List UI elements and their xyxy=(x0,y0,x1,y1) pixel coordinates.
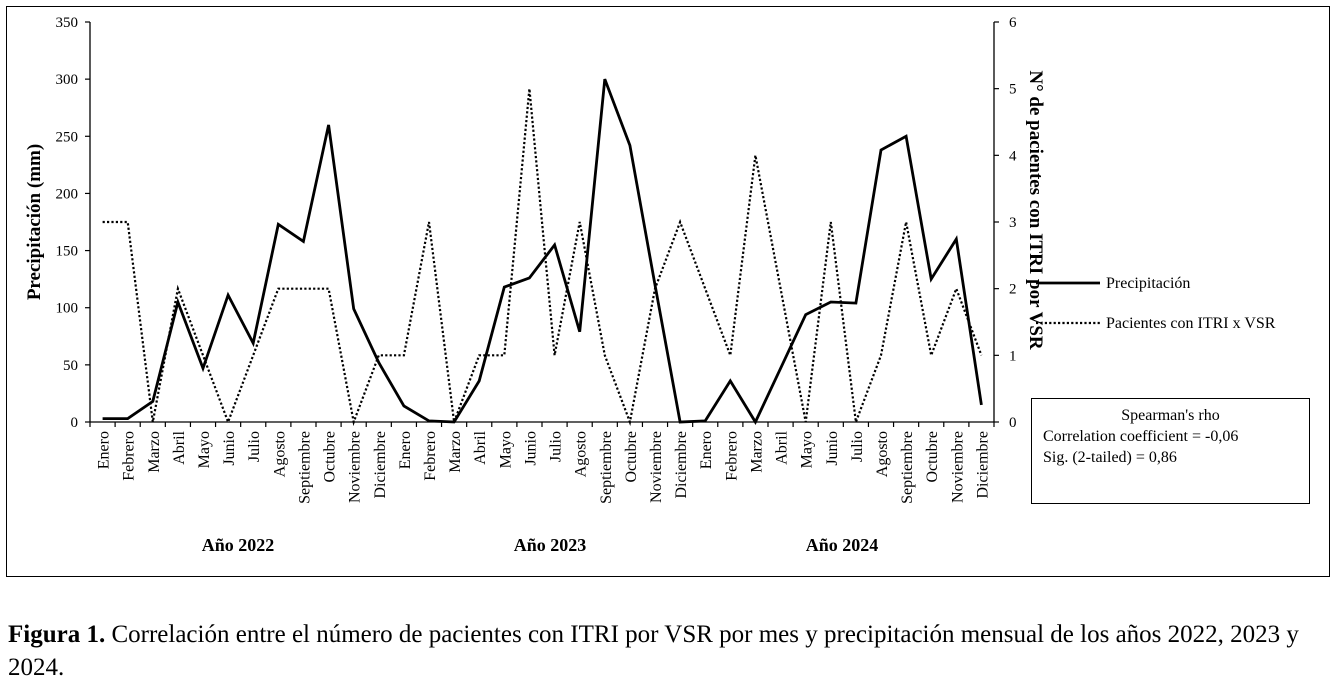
x-tick-label: Septiembre xyxy=(598,431,615,504)
x-tick-label: Mayo xyxy=(799,431,816,468)
x-tick-label: Marzo xyxy=(146,431,163,473)
stats-title: Spearman's rho xyxy=(1121,407,1220,424)
x-tick-label: Abril xyxy=(774,430,791,464)
year-group-label: Año 2023 xyxy=(514,535,587,555)
x-tick-label: Julio xyxy=(246,431,263,462)
x-tick-label: Noviembre xyxy=(648,431,665,503)
y2-axis-title: N° de pacientes con ITRI por VSR xyxy=(1025,70,1046,350)
x-tick-label: Enero xyxy=(96,431,113,469)
legend-label: Precipitación xyxy=(1106,275,1190,292)
x-tick-label: Junio xyxy=(522,431,539,466)
x-tick-label: Junio xyxy=(221,431,238,466)
y-tick-label: 300 xyxy=(56,72,79,88)
y-tick-label: 200 xyxy=(56,186,79,202)
series-line-pacientes xyxy=(102,88,983,427)
x-tick-label: Septiembre xyxy=(296,431,313,504)
x-tick-label: Octubre xyxy=(924,431,941,483)
x-tick-label: Diciembre xyxy=(974,431,991,499)
x-tick-label: Mayo xyxy=(196,431,213,468)
x-tick-label: Agosto xyxy=(573,431,590,477)
caption-text: Correlación entre el número de pacientes… xyxy=(8,621,1299,681)
x-tick-label: Octubre xyxy=(322,431,339,483)
series-line-precipitacion xyxy=(102,78,983,425)
x-tick-label: Enero xyxy=(698,431,715,469)
spearman-stats-box: Spearman's rho Correlation coefficient =… xyxy=(1031,398,1310,504)
y-tick-label: 100 xyxy=(56,301,79,317)
figure-frame xyxy=(6,6,1330,577)
x-tick-label: Marzo xyxy=(447,431,464,473)
x-tick-label: Febrero xyxy=(121,431,138,481)
stats-coefficient: Correlation coefficient = -0,06 xyxy=(1043,428,1239,445)
x-tick-label: Diciembre xyxy=(673,431,690,499)
x-tick-label: Abril xyxy=(472,430,489,464)
y2-tick-label: 2 xyxy=(1009,282,1017,298)
x-tick-label: Noviembre xyxy=(949,431,966,503)
x-tick-label: Diciembre xyxy=(372,431,389,499)
x-tick-label: Noviembre xyxy=(347,431,364,503)
chart-legend: Precipitación Pacientes con ITRI x VSR xyxy=(1036,275,1276,332)
x-tick-label: Febrero xyxy=(422,431,439,481)
chart-series xyxy=(102,78,983,427)
x-tick-label: Julio xyxy=(849,431,866,462)
year-group-label: Año 2022 xyxy=(202,535,275,555)
y2-tick-label: 3 xyxy=(1009,215,1017,231)
x-tick-label: Marzo xyxy=(748,431,765,473)
stats-significance: Sig. (2-tailed) = 0,86 xyxy=(1043,449,1177,466)
x-tick-label: Junio xyxy=(824,431,841,466)
figure-caption: Figura 1. Correlación entre el número de… xyxy=(8,618,1328,684)
y2-tick-label: 5 xyxy=(1009,82,1017,98)
y-axis-title: Precipitación (mm) xyxy=(24,144,45,300)
x-tick-label: Octubre xyxy=(623,431,640,483)
y-tick-label: 350 xyxy=(56,15,79,31)
x-tick-label: Mayo xyxy=(497,431,514,468)
legend-label: Pacientes con ITRI x VSR xyxy=(1106,315,1276,332)
y2-tick-label: 4 xyxy=(1009,148,1017,164)
y2-tick-label: 0 xyxy=(1009,415,1017,431)
caption-label: Figura 1. xyxy=(8,621,106,648)
x-tick-label: Febrero xyxy=(723,431,740,481)
x-tick-label: Julio xyxy=(548,431,565,462)
y-tick-label: 250 xyxy=(56,129,79,145)
y-tick-label: 50 xyxy=(63,358,78,374)
x-tick-label: Abril xyxy=(171,430,188,464)
x-tick-label: Enero xyxy=(397,431,414,469)
y-tick-label: 150 xyxy=(56,244,79,260)
x-tick-label: Septiembre xyxy=(899,431,916,504)
y2-tick-label: 1 xyxy=(1009,348,1017,364)
year-group-label: Año 2024 xyxy=(806,535,879,555)
chart-axes: 0 50 100 150 200 250 300 350 0 1 2 3 4 5 6 Enero Febrero… xyxy=(24,15,1046,555)
combo-line-chart: 0 50 100 150 200 250 300 350 0 1 2 3 4 5 6 Enero Febrero… xyxy=(24,15,1276,555)
y-tick-label: 0 xyxy=(71,415,79,431)
x-tick-label: Agosto xyxy=(874,431,891,477)
y2-tick-label: 6 xyxy=(1009,15,1017,31)
x-tick-label: Agosto xyxy=(271,431,288,477)
